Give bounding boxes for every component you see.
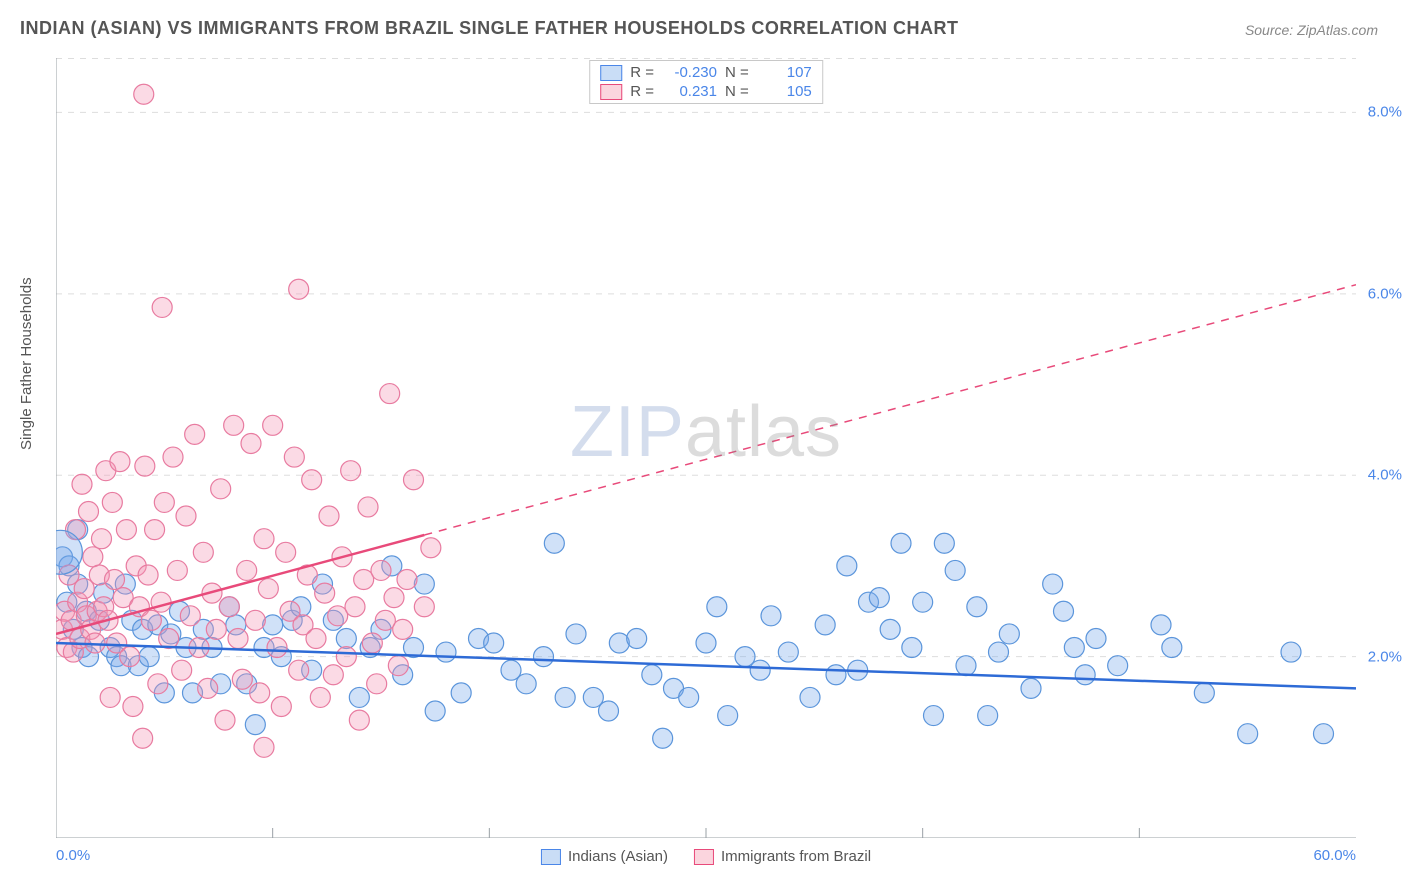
r-label: R = xyxy=(630,83,654,100)
y-tick-label: 4.0% xyxy=(1368,467,1402,484)
r-value: 0.231 xyxy=(662,83,717,100)
y-tick-label: 8.0% xyxy=(1368,104,1402,121)
scatter-chart-svg xyxy=(56,58,1356,838)
legend-swatch xyxy=(694,849,714,865)
chart-title: INDIAN (ASIAN) VS IMMIGRANTS FROM BRAZIL… xyxy=(20,18,959,39)
n-value: 107 xyxy=(757,64,812,81)
x-tick-label: 0.0% xyxy=(56,847,90,864)
series-legend-item: Immigrants from Brazil xyxy=(694,848,871,865)
source-label: Source: ZipAtlas.com xyxy=(1245,22,1378,38)
legend-swatch xyxy=(541,849,561,865)
n-label: N = xyxy=(725,64,749,81)
series-label: Indians (Asian) xyxy=(568,848,668,865)
r-label: R = xyxy=(630,64,654,81)
series-label: Immigrants from Brazil xyxy=(721,848,871,865)
series-legend-item: Indians (Asian) xyxy=(541,848,668,865)
n-value: 105 xyxy=(757,83,812,100)
y-tick-label: 2.0% xyxy=(1368,648,1402,665)
n-label: N = xyxy=(725,83,749,100)
chart-plot-area: ZIPatlas R = -0.230 N = 107 R = 0.231 N … xyxy=(56,58,1356,838)
legend-swatch xyxy=(600,84,622,100)
series-legend: Indians (Asian) Immigrants from Brazil xyxy=(541,848,871,865)
y-tick-label: 6.0% xyxy=(1368,285,1402,302)
correlation-legend: R = -0.230 N = 107 R = 0.231 N = 105 xyxy=(589,60,823,104)
correlation-legend-row: R = -0.230 N = 107 xyxy=(590,63,822,82)
legend-swatch xyxy=(600,65,622,81)
correlation-legend-row: R = 0.231 N = 105 xyxy=(590,82,822,101)
y-axis-label: Single Father Households xyxy=(18,277,35,450)
r-value: -0.230 xyxy=(662,64,717,81)
x-tick-label: 60.0% xyxy=(1313,847,1356,864)
